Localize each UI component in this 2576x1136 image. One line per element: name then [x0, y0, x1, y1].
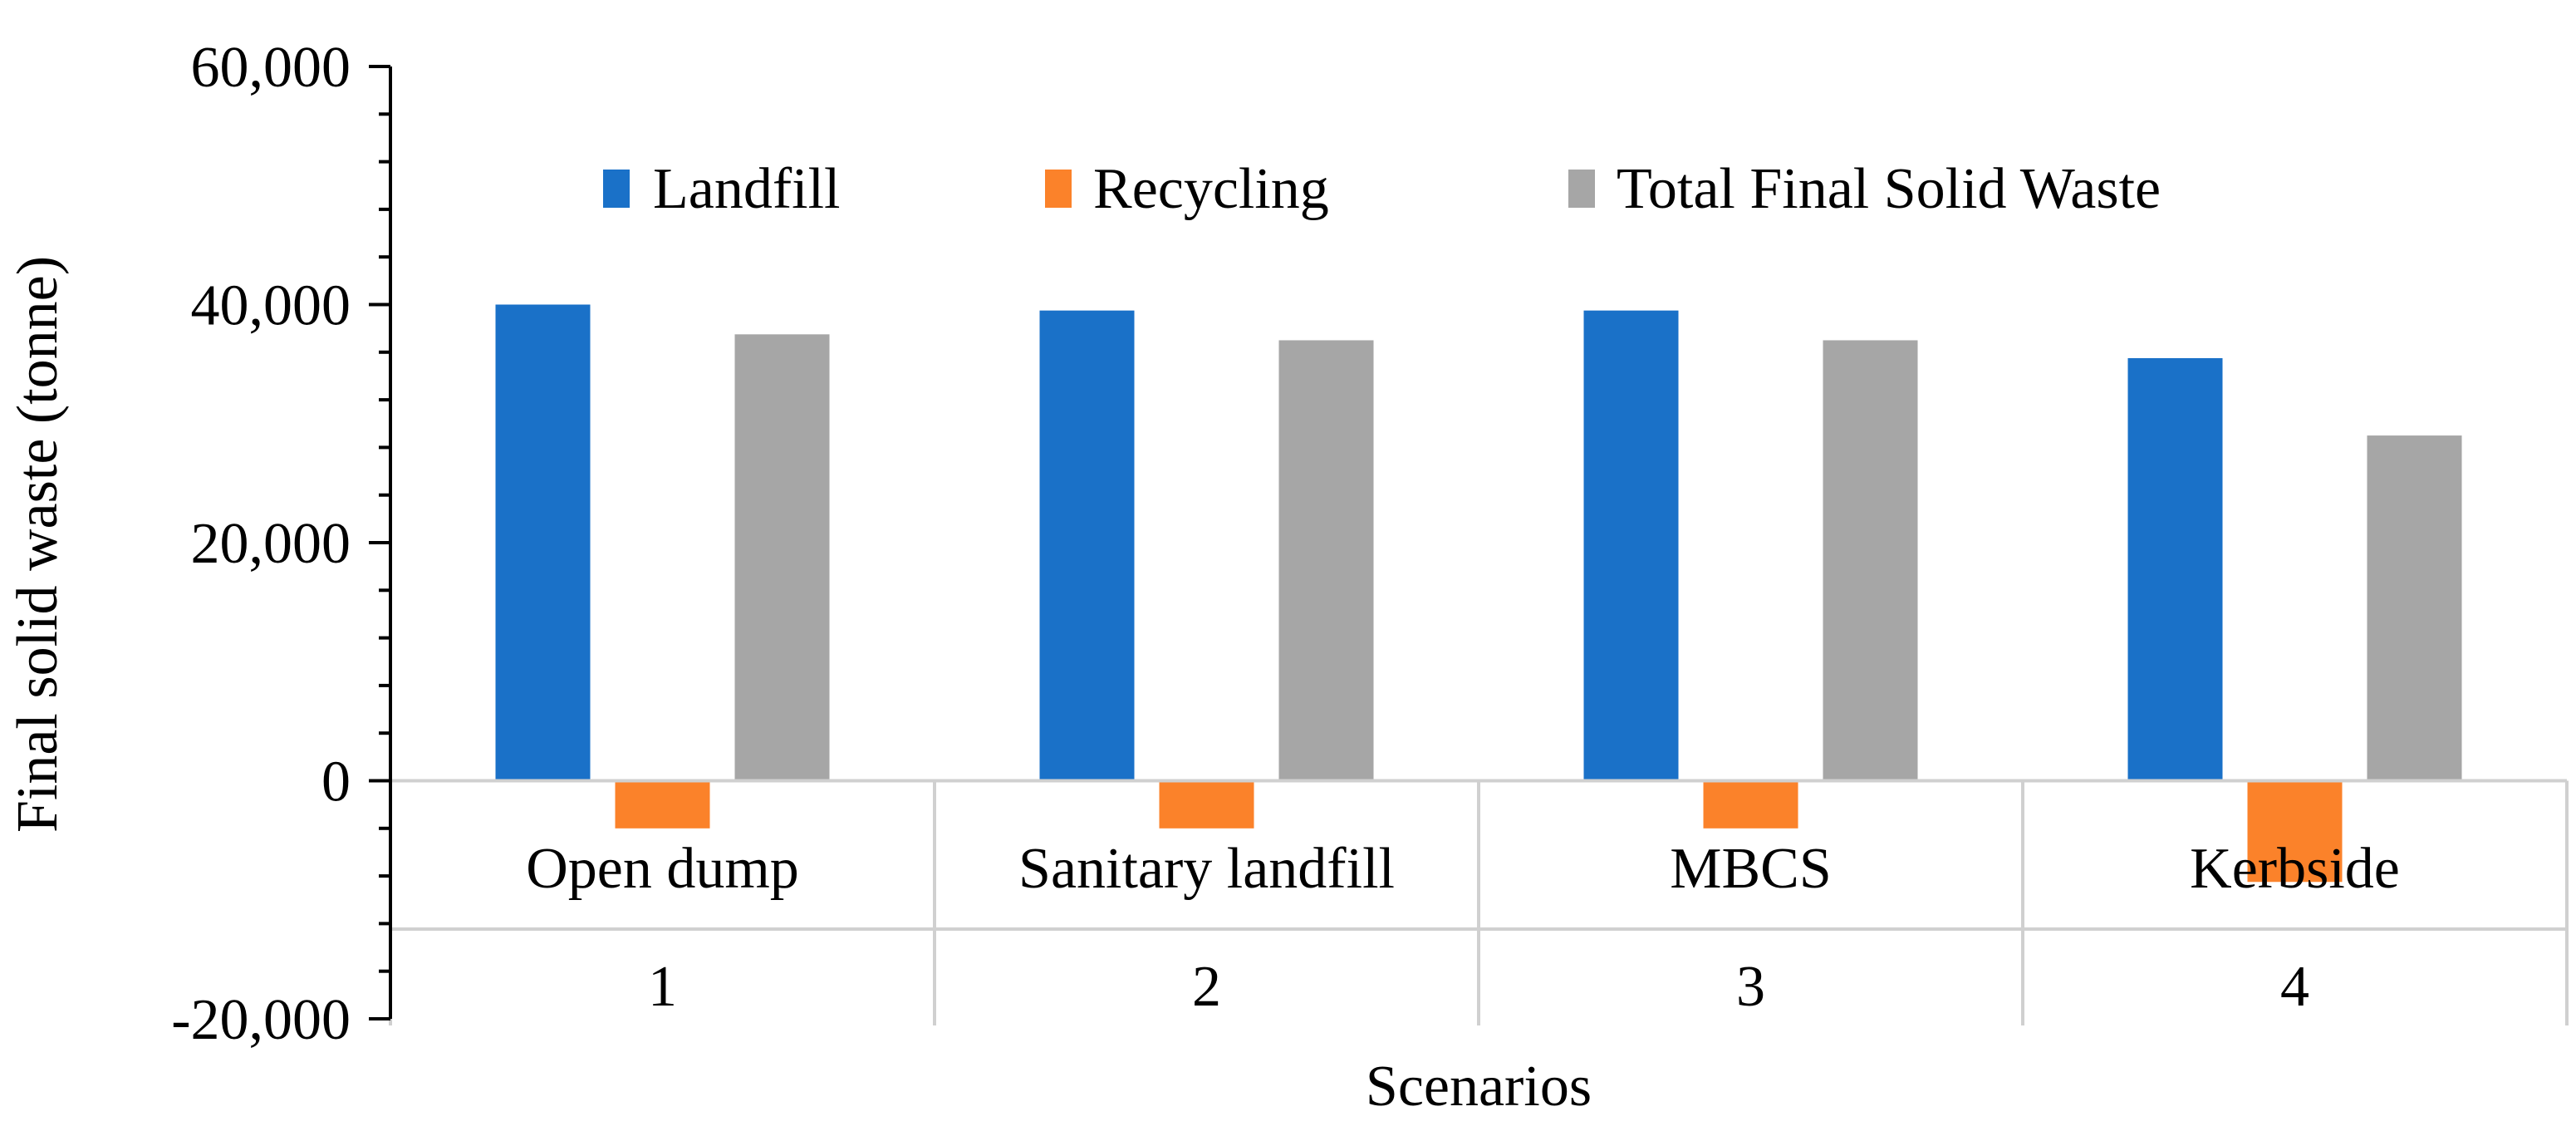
bar-landfill-4 — [2127, 357, 2223, 781]
x-axis-title: Scenarios — [1366, 1055, 1592, 1119]
x-scenario-number: 2 — [1192, 955, 1221, 1019]
y-axis-title: Final solid waste (tonne) — [6, 256, 70, 833]
legend-swatch-total-final-solid-waste — [1568, 170, 1595, 208]
bar-landfill-2 — [1039, 310, 1135, 781]
bar-recycling-2 — [1159, 780, 1254, 829]
legend-swatch-recycling — [1045, 170, 1072, 208]
x-category-label: MBCS — [1670, 837, 1832, 901]
bar-total-final-solid-waste-1 — [734, 334, 830, 781]
legend-label-landfill: Landfill — [653, 157, 840, 221]
legend-label-recycling: Recycling — [1093, 157, 1329, 221]
bar-recycling-4 — [2247, 780, 2343, 883]
legend: Landfill Recycling Total Final Solid Was… — [603, 157, 2161, 221]
bar-total-final-solid-waste-2 — [1278, 340, 1374, 781]
x-category-label: Open dump — [526, 837, 799, 901]
x-scenario-number: 1 — [648, 955, 677, 1019]
bar-recycling-1 — [615, 780, 710, 829]
bar-total-final-solid-waste-4 — [2367, 435, 2462, 781]
axes-layer — [369, 65, 2569, 1025]
y-tick-label: 0 — [321, 750, 351, 814]
legend-swatch-landfill — [603, 170, 630, 208]
bar-landfill-1 — [495, 304, 591, 781]
bars-layer — [495, 304, 2462, 883]
x-category-label: Sanitary landfill — [1018, 837, 1395, 901]
x-scenario-number: 4 — [2280, 955, 2309, 1019]
bar-landfill-3 — [1583, 310, 1679, 781]
category-labels: Open dump 1 Sanitary landfill 2 MBCS 3 Kerbsid… — [526, 837, 2400, 1019]
bar-total-final-solid-waste-3 — [1823, 340, 1918, 781]
y-tick-label: -20,000 — [171, 988, 351, 1052]
x-category-label: Kerbside — [2190, 837, 2400, 901]
bar-recycling-3 — [1703, 780, 1798, 829]
legend-label-total-final-solid-waste: Total Final Solid Waste — [1617, 157, 2161, 221]
y-tick-labels: 60,000 40,000 20,000 0 -20,000 — [171, 36, 351, 1052]
y-tick-label: 40,000 — [191, 274, 351, 338]
y-tick-label: 20,000 — [191, 512, 351, 576]
y-tick-label: 60,000 — [191, 36, 351, 100]
x-scenario-number: 3 — [1736, 955, 1765, 1019]
